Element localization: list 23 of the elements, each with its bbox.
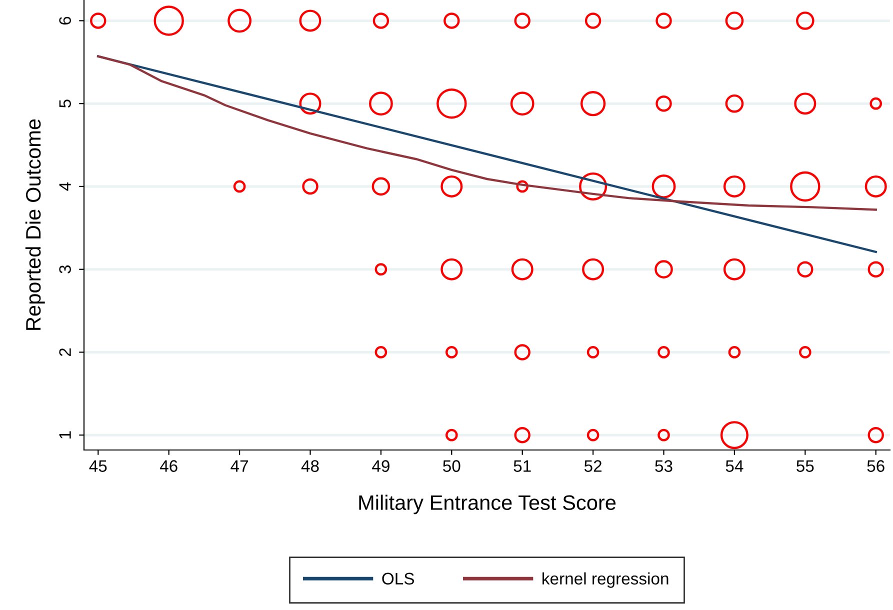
- legend-label: OLS: [382, 572, 414, 585]
- x-tick-label: 46: [160, 460, 178, 472]
- x-tick-label: 56: [867, 460, 884, 472]
- legend-label: kernel regression: [542, 572, 668, 588]
- x-tick-label: 54: [726, 460, 744, 472]
- y-tick-label: 5: [59, 100, 71, 108]
- y-axis-title: Reported Die Outcome: [25, 119, 45, 330]
- y-tick-label: 6: [59, 16, 71, 25]
- x-tick-label: 45: [89, 460, 107, 472]
- x-tick-label: 48: [301, 460, 319, 472]
- y-tick-label: 2: [59, 348, 71, 356]
- y-tick-label: 3: [59, 265, 71, 274]
- x-tick-label: 53: [655, 460, 672, 472]
- y-tick-label: 1: [59, 431, 71, 438]
- x-axis-title: Military Entrance Test Score: [359, 494, 616, 514]
- x-tick-label: 51: [514, 460, 531, 472]
- x-tick-label: 52: [584, 460, 602, 472]
- x-tick-label: 55: [796, 460, 814, 472]
- x-tick-label: 49: [372, 460, 390, 472]
- x-tick-label: 50: [443, 460, 460, 472]
- y-tick-label: 4: [59, 182, 71, 191]
- line-series: [97, 55, 877, 211]
- x-tick-label: 47: [230, 460, 248, 472]
